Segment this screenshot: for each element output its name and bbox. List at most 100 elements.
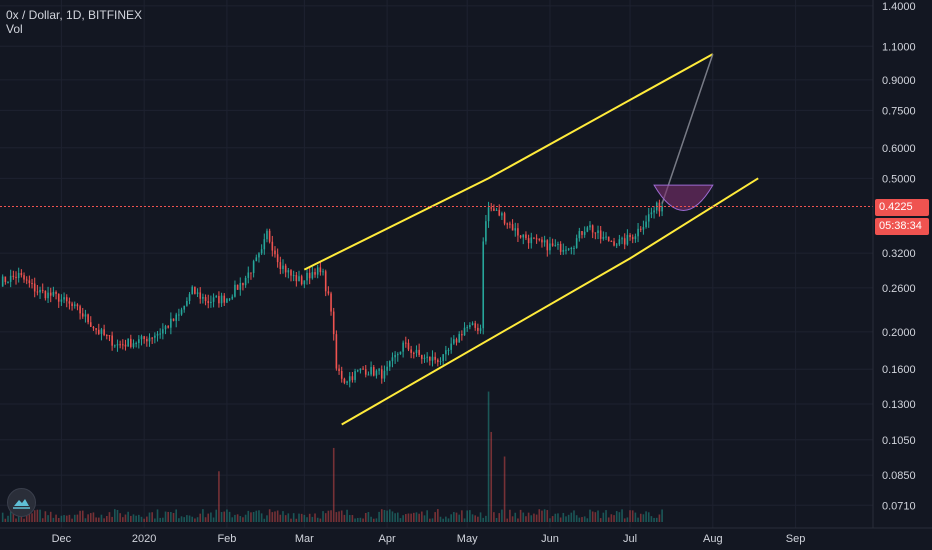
- volume-bar: [621, 509, 623, 522]
- candle-body: [263, 239, 266, 250]
- candle-body: [367, 374, 370, 376]
- candle-body: [514, 228, 517, 231]
- candle-body: [431, 356, 434, 361]
- volume-bar: [463, 518, 466, 522]
- volume-bar: [554, 513, 557, 522]
- candle-body: [130, 338, 132, 347]
- volume-bar: [407, 513, 410, 522]
- volume-bar: [658, 514, 661, 522]
- candle-body: [348, 376, 351, 382]
- volume-bar: [453, 512, 455, 522]
- volume-bar: [455, 512, 458, 522]
- volume-bar: [549, 518, 551, 522]
- volume-bar: [482, 517, 485, 522]
- trend-drawings[interactable]: [303, 53, 759, 426]
- candle-body: [327, 291, 330, 294]
- candle-body: [287, 270, 290, 273]
- volume-bar: [551, 516, 554, 522]
- candle-body: [119, 344, 121, 346]
- volume-bar: [287, 513, 290, 522]
- volume-bar: [204, 517, 207, 522]
- candle-body: [471, 323, 474, 325]
- volume-bar: [87, 514, 89, 522]
- candle-body: [429, 356, 431, 361]
- volume-bar: [458, 514, 460, 522]
- price-tick-label: 0.2000: [882, 327, 916, 339]
- volume-bar: [490, 431, 493, 522]
- volume-bar: [311, 516, 314, 522]
- volume-bar: [4, 518, 7, 522]
- candle-body: [226, 298, 228, 303]
- candle-body: [602, 236, 605, 239]
- volume-bar: [605, 510, 607, 522]
- price-tick-label: 0.1600: [882, 364, 916, 376]
- candle-body: [466, 327, 469, 329]
- candle-body: [661, 206, 663, 212]
- volume-bar: [212, 517, 215, 522]
- volume-bar: [81, 510, 84, 522]
- volume-bar: [63, 515, 65, 522]
- volume-bar: [178, 518, 180, 522]
- volume-bar: [154, 518, 156, 522]
- volume-bar: [383, 509, 386, 522]
- volume-bar: [92, 512, 95, 522]
- candle-body: [546, 240, 549, 251]
- candle-body: [442, 354, 444, 361]
- candle-body: [423, 357, 426, 359]
- volume-bar: [567, 514, 570, 522]
- candle-body: [631, 237, 634, 240]
- symbol-title[interactable]: 0x / Dollar, 1D, BITFINEX: [6, 8, 143, 22]
- candle-body: [314, 272, 316, 275]
- candle-body: [252, 261, 255, 274]
- candle-body: [626, 234, 629, 245]
- volume-bar: [439, 516, 442, 522]
- volume-bar: [159, 517, 161, 522]
- candle-body: [533, 237, 535, 239]
- volume-bar: [322, 511, 324, 522]
- candle-body: [434, 356, 436, 360]
- volume-bar: [362, 518, 364, 522]
- volume-bar: [282, 511, 284, 522]
- candle-body: [322, 271, 324, 273]
- candle-body: [39, 289, 41, 293]
- volume-bar: [653, 517, 655, 522]
- candle-body: [519, 235, 522, 238]
- candle-body: [47, 292, 49, 299]
- volume-bar: [525, 516, 527, 522]
- volume-bar: [308, 513, 311, 522]
- candle-body: [639, 228, 642, 230]
- countdown-tag: 05:38:34: [875, 218, 929, 235]
- candle-body: [415, 349, 418, 353]
- time-axis[interactable]: Dec 2020 Feb Mar Apr May Jun Jul Aug Sep: [52, 533, 806, 545]
- volume-bar: [445, 516, 447, 522]
- candle-body: [335, 334, 338, 369]
- candle-body: [164, 326, 167, 330]
- candle-body: [332, 311, 335, 335]
- volume-bar: [557, 513, 559, 522]
- candle-body: [63, 297, 65, 300]
- candle-body: [23, 275, 25, 280]
- tradingview-logo-icon[interactable]: [7, 488, 36, 517]
- candle-body: [396, 354, 399, 356]
- volume-bar: [236, 514, 239, 522]
- volume-bar: [79, 510, 81, 522]
- volume-bar: [575, 515, 578, 522]
- time-tick-label: May: [457, 533, 478, 545]
- candle-body: [474, 323, 477, 328]
- candle-body: [597, 230, 599, 234]
- price-axis[interactable]: 1.4000 1.1000 0.9000 0.7500 0.6000 0.5000 0.32…: [882, 1, 916, 512]
- volume-bar: [199, 513, 202, 522]
- time-tick-label: Apr: [379, 533, 396, 545]
- candle-body: [212, 297, 215, 302]
- candle-body: [210, 301, 212, 303]
- volume-bar: [162, 517, 164, 522]
- candle-body: [231, 296, 234, 299]
- candle-body: [4, 276, 7, 282]
- candle-body: [541, 239, 543, 243]
- volume-legend[interactable]: Vol: [6, 22, 23, 36]
- candle-body: [65, 297, 68, 302]
- volume-bar: [343, 514, 346, 522]
- volume-bar: [378, 511, 380, 522]
- candle-body: [634, 236, 637, 240]
